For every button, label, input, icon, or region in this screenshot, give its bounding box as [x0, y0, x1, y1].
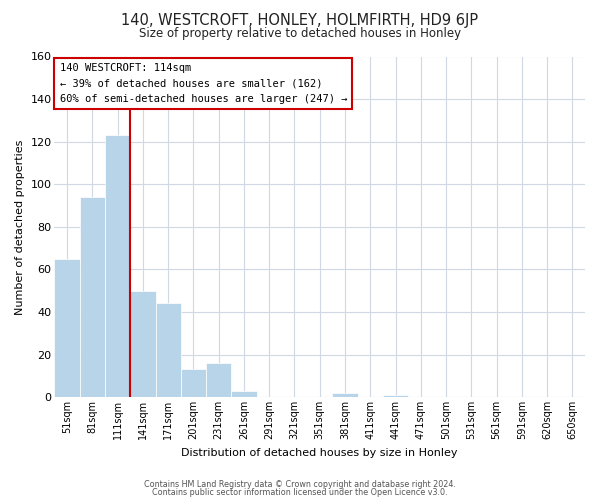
Bar: [105, 136, 130, 397]
Bar: [232, 391, 257, 397]
Text: Contains public sector information licensed under the Open Licence v3.0.: Contains public sector information licen…: [152, 488, 448, 497]
Text: 140 WESTCROFT: 114sqm
← 39% of detached houses are smaller (162)
60% of semi-det: 140 WESTCROFT: 114sqm ← 39% of detached …: [59, 63, 347, 104]
Bar: [383, 395, 408, 397]
X-axis label: Distribution of detached houses by size in Honley: Distribution of detached houses by size …: [181, 448, 458, 458]
Bar: [181, 370, 206, 397]
Text: 140, WESTCROFT, HONLEY, HOLMFIRTH, HD9 6JP: 140, WESTCROFT, HONLEY, HOLMFIRTH, HD9 6…: [121, 12, 479, 28]
Bar: [55, 259, 80, 397]
Bar: [332, 393, 358, 397]
Y-axis label: Number of detached properties: Number of detached properties: [15, 139, 25, 314]
Bar: [80, 197, 105, 397]
Bar: [130, 290, 155, 397]
Text: Contains HM Land Registry data © Crown copyright and database right 2024.: Contains HM Land Registry data © Crown c…: [144, 480, 456, 489]
Text: Size of property relative to detached houses in Honley: Size of property relative to detached ho…: [139, 28, 461, 40]
Bar: [155, 304, 181, 397]
Bar: [206, 363, 232, 397]
